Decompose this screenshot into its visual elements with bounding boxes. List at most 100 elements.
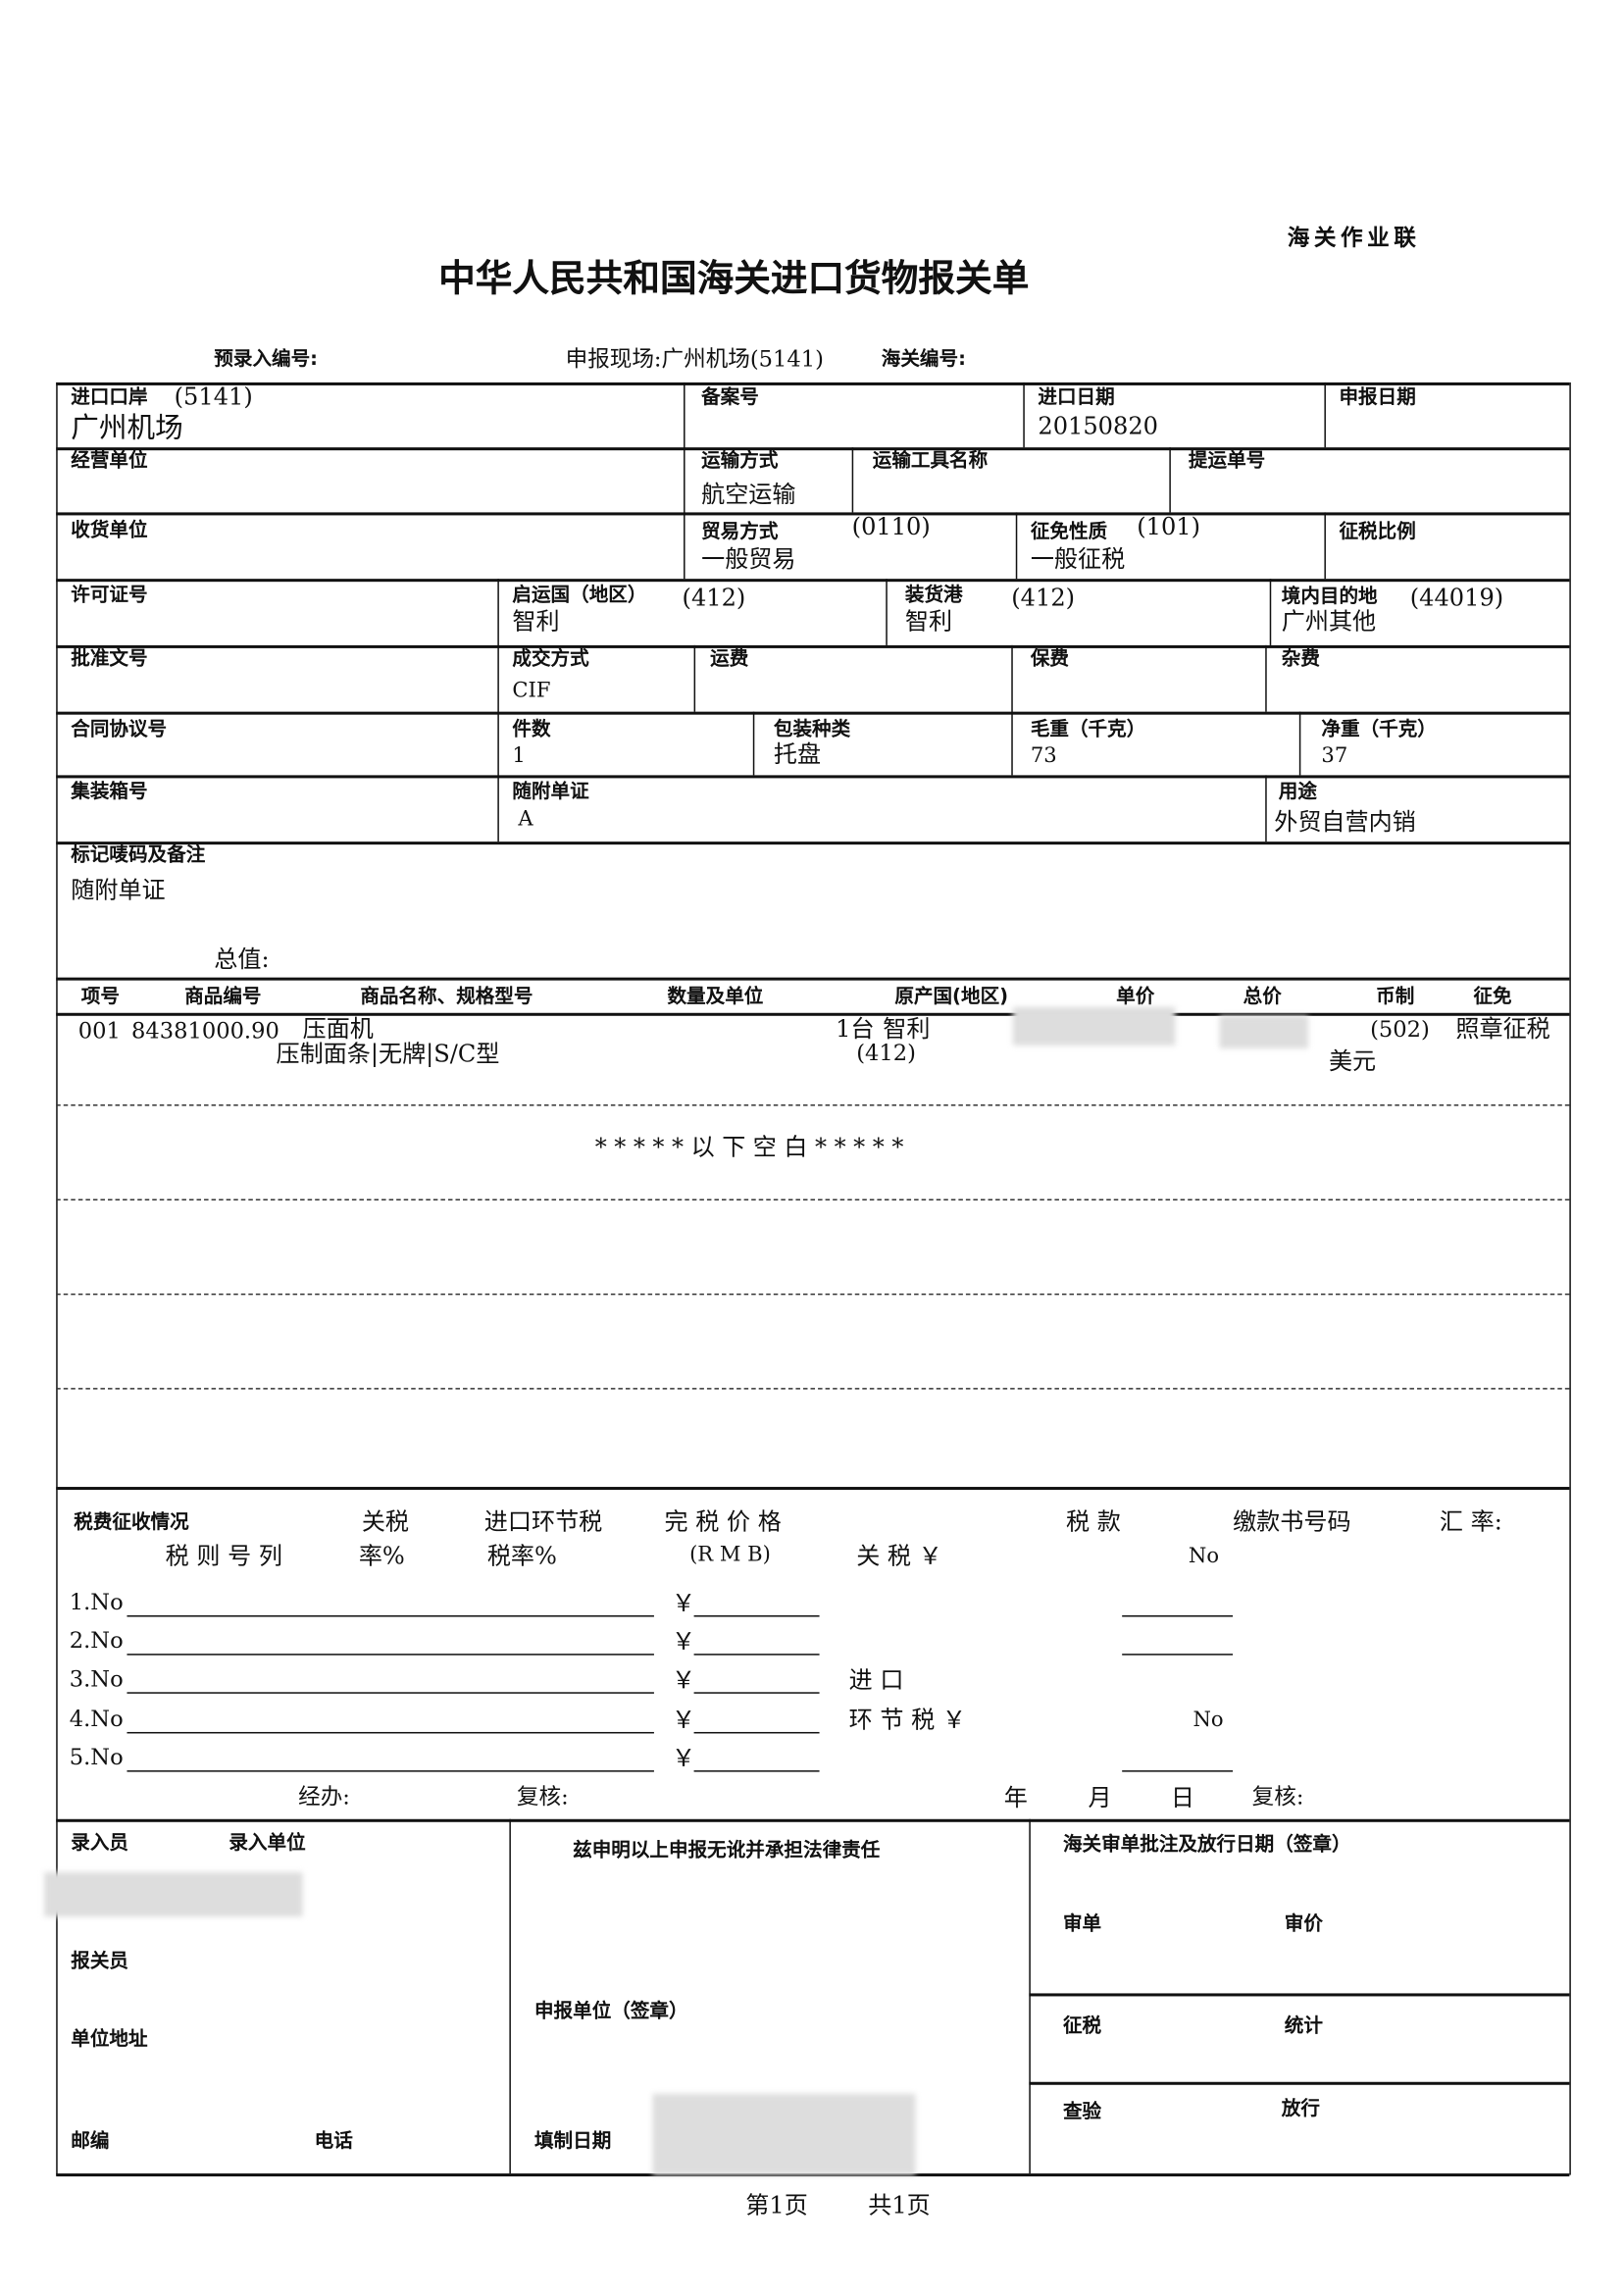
col-quantity: 数量及单位 bbox=[667, 986, 764, 1009]
import-date-label: 进口日期 bbox=[1038, 386, 1115, 410]
approval-no-label: 批准文号 bbox=[71, 647, 148, 671]
import-port-value: 广州机场 bbox=[71, 412, 183, 445]
divider bbox=[1298, 711, 1301, 776]
remarks-label: 标记唛码及备注 bbox=[71, 844, 206, 867]
tax-line-5: 5.No bbox=[69, 1743, 124, 1771]
packages-value: 1 bbox=[512, 743, 526, 768]
inspection: 查验 bbox=[1062, 2101, 1102, 2123]
pre-entry-no: 预录入编号: bbox=[214, 348, 318, 371]
rule bbox=[56, 1818, 1570, 1822]
yen-5: ￥ bbox=[672, 1743, 696, 1772]
dashed-rule bbox=[56, 1198, 1570, 1200]
tax-line-3: 3.No bbox=[69, 1665, 124, 1693]
no-1: No bbox=[1188, 1544, 1220, 1568]
divider bbox=[886, 579, 888, 645]
item-no: 001 bbox=[77, 1017, 121, 1045]
rule bbox=[1029, 1993, 1570, 1997]
day: 日 bbox=[1170, 1783, 1194, 1812]
operator-label: 经营单位 bbox=[71, 450, 148, 473]
levy-sign: 征税 bbox=[1062, 2015, 1102, 2038]
frame-left bbox=[56, 382, 58, 2175]
tax-rate-pct: 税率% bbox=[486, 1541, 557, 1570]
transport-mode-label: 运输方式 bbox=[701, 450, 779, 473]
col-levy: 征免 bbox=[1473, 986, 1512, 1009]
customs-approval: 海关审单批注及放行日期（签章） bbox=[1062, 1833, 1351, 1857]
vehicle-name-label: 运输工具名称 bbox=[872, 450, 989, 473]
declare-date-label: 申报日期 bbox=[1339, 386, 1416, 410]
rule bbox=[56, 512, 1570, 516]
gross-weight-value: 73 bbox=[1030, 743, 1057, 768]
handler: 经办: bbox=[298, 1783, 350, 1810]
contract-no-label: 合同协议号 bbox=[71, 719, 168, 741]
tax-line-2: 2.No bbox=[69, 1627, 124, 1655]
rule bbox=[56, 579, 1570, 583]
divider bbox=[684, 382, 685, 580]
record-no-label: 备案号 bbox=[701, 386, 759, 410]
destination-value: 广州其他 bbox=[1281, 606, 1377, 636]
no-2: No bbox=[1193, 1708, 1224, 1732]
broker: 报关员 bbox=[71, 1950, 129, 1973]
gross-weight-label: 毛重（千克） bbox=[1030, 719, 1146, 741]
redacted-unit-price bbox=[1012, 1006, 1176, 1046]
origin-code: (412) bbox=[856, 1039, 916, 1066]
rule bbox=[56, 711, 1570, 715]
review-doc: 审单 bbox=[1062, 1913, 1102, 1936]
tax-amount: 税 款 bbox=[1065, 1507, 1121, 1536]
divider bbox=[1324, 382, 1326, 448]
yen-4: ￥ bbox=[672, 1705, 696, 1734]
package-type-value: 托盘 bbox=[773, 740, 822, 768]
loading-port-label: 装货港 bbox=[904, 585, 963, 607]
page-title: 中华人民共和国海关进口货物报关单 bbox=[438, 256, 1030, 300]
divider bbox=[1029, 1818, 1031, 2174]
origin-country-label: 启运国（地区） bbox=[512, 585, 647, 607]
misc-fee-label: 杂费 bbox=[1281, 647, 1320, 671]
col-total-price: 总价 bbox=[1243, 986, 1282, 1009]
redacted-total-price bbox=[1219, 1015, 1308, 1048]
currency-code: (502) bbox=[1370, 1015, 1430, 1043]
net-weight-value: 37 bbox=[1321, 743, 1348, 768]
page-current: 第1页 bbox=[745, 2191, 808, 2219]
tax-line-1: 1.No bbox=[69, 1588, 124, 1616]
goods-name: 压面机 bbox=[302, 1014, 374, 1043]
divider bbox=[497, 579, 499, 842]
customs-duty: 关 税 ￥ bbox=[856, 1541, 942, 1570]
divider bbox=[1269, 579, 1272, 645]
release: 放行 bbox=[1281, 2098, 1320, 2120]
declaring-unit: 申报单位（签章） bbox=[533, 2000, 688, 2023]
divider bbox=[509, 1818, 511, 2174]
levy-nature-label: 征免性质 bbox=[1030, 521, 1108, 544]
col-origin: 原产国(地区) bbox=[894, 986, 1009, 1009]
consignee-label: 收货单位 bbox=[71, 519, 148, 542]
origin: 智利 bbox=[883, 1014, 931, 1043]
import-port-label: 进口口岸 bbox=[71, 386, 148, 410]
yen-1: ￥ bbox=[672, 1588, 696, 1617]
statistics: 统计 bbox=[1284, 2015, 1323, 2038]
frame-right bbox=[1569, 382, 1571, 2175]
rule bbox=[56, 644, 1570, 648]
divider bbox=[851, 447, 854, 513]
rule bbox=[56, 1487, 1570, 1491]
yen-3: ￥ bbox=[672, 1665, 696, 1694]
currency: 美元 bbox=[1328, 1046, 1377, 1076]
insurance-label: 保费 bbox=[1030, 647, 1070, 671]
rule bbox=[56, 382, 1570, 385]
rmb: (R M B) bbox=[689, 1543, 771, 1567]
container-no-label: 集装箱号 bbox=[71, 781, 148, 803]
hs-code: 84381000.90 bbox=[130, 1017, 279, 1045]
divider bbox=[1324, 512, 1326, 580]
page-total: 共1页 bbox=[868, 2191, 931, 2219]
redacted-entry bbox=[44, 1871, 303, 1917]
rule bbox=[56, 1012, 1570, 1016]
col-unit-price: 单价 bbox=[1116, 986, 1155, 1009]
postcode: 邮编 bbox=[71, 2130, 110, 2154]
deal-mode-label: 成交方式 bbox=[512, 647, 589, 671]
divider bbox=[1023, 382, 1025, 448]
destination-label: 境内目的地 bbox=[1281, 586, 1378, 609]
redacted-fill-date bbox=[652, 2093, 916, 2175]
bill-no-label: 提运单号 bbox=[1188, 450, 1266, 473]
col-hs-code: 商品编号 bbox=[184, 986, 262, 1009]
rule bbox=[1029, 2081, 1570, 2085]
trade-mode-label: 贸易方式 bbox=[701, 521, 779, 544]
divider bbox=[1015, 512, 1018, 580]
rule bbox=[56, 842, 1570, 845]
